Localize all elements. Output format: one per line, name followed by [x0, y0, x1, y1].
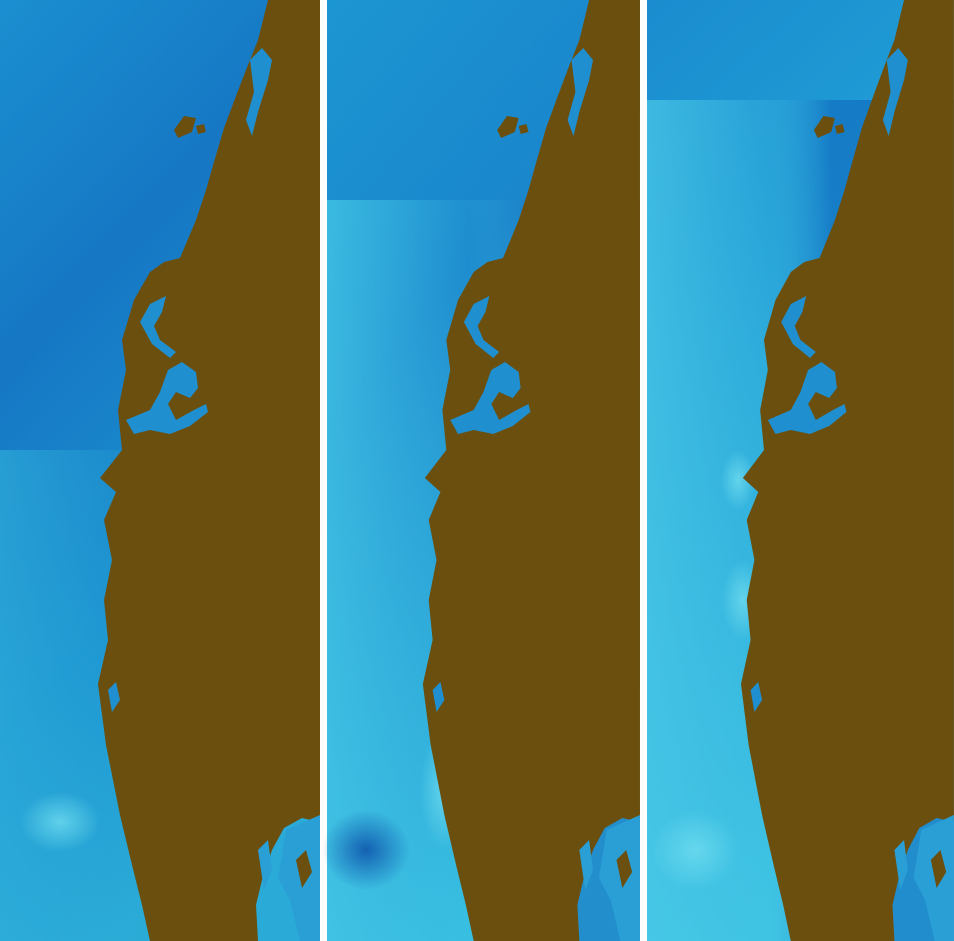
panel-right — [647, 0, 954, 941]
eddy — [20, 792, 100, 852]
eddy — [651, 810, 739, 890]
coastal-highlight — [720, 450, 756, 510]
panel-left — [0, 0, 320, 941]
panel-middle — [322, 0, 640, 941]
panel-gap — [640, 0, 647, 941]
eddy — [322, 810, 411, 890]
panel-gap — [320, 0, 327, 941]
